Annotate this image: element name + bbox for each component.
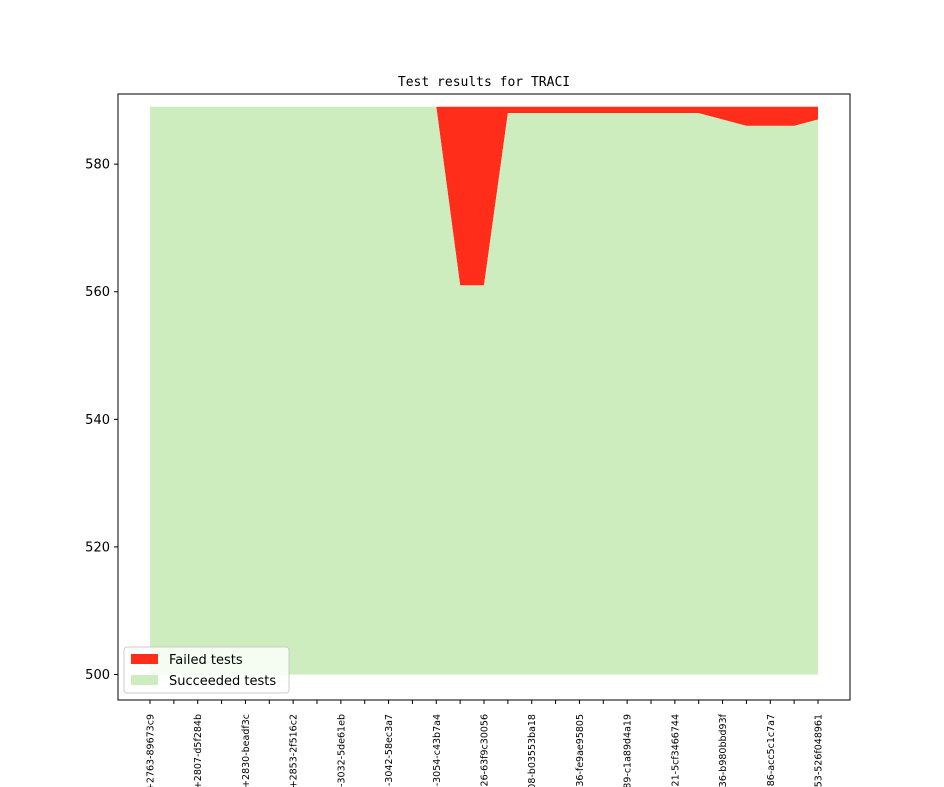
legend-swatch-succeeded	[131, 675, 158, 685]
x-tick-label: -3042-58ec3a7	[384, 714, 395, 786]
x-tick-label: 86-acc5c1c7a7	[766, 714, 777, 786]
x-tick-label: 36-fe9ae95805	[575, 714, 586, 787]
x-tick-label: +2807-d5f284b	[193, 714, 204, 787]
series-area-failed-tests	[150, 106, 818, 286]
x-tick-label: 26-63f9c30056	[480, 714, 491, 786]
series-area-succeeded-tests	[150, 106, 818, 675]
legend-swatch-failed	[131, 654, 158, 664]
legend: Failed tests Succeeded tests	[123, 646, 290, 694]
x-tick-label: 53-526f048961	[814, 714, 825, 787]
y-tick-label: 580	[85, 158, 110, 173]
y-tick-label: 520	[85, 540, 110, 555]
y-axis: 500 520 540 560 580	[85, 158, 118, 683]
x-tick-label: +2763-89673c9	[146, 714, 157, 787]
x-tick-label: +2830-beadf3c	[241, 714, 252, 787]
x-axis: +2763-89673c9 +2807-d5f284b +2830-beadf3c +…	[146, 700, 825, 787]
x-tick-label: -3054-c43b7a4	[432, 714, 443, 786]
plot-areas	[150, 106, 818, 675]
legend-label-failed: Failed tests	[169, 653, 243, 668]
x-tick-label: 08-b03553ba18	[527, 714, 538, 787]
y-tick-label: 540	[85, 413, 110, 428]
x-tick-label: 89-c1a89d4a19	[623, 714, 634, 787]
x-tick-label: 21-5cf3466744	[670, 714, 681, 786]
y-tick-label: 560	[85, 285, 110, 300]
x-tick-label: 36-b980bbd93f	[718, 713, 729, 787]
legend-box	[123, 646, 290, 694]
legend-label-succeeded: Succeeded tests	[169, 674, 276, 689]
x-tick-label: -3032-5de61eb	[336, 714, 347, 787]
y-tick-label: 500	[85, 668, 110, 683]
chart-title: Test results for TRACI	[398, 75, 570, 90]
x-tick-label: +2853-2f516c2	[289, 714, 300, 787]
